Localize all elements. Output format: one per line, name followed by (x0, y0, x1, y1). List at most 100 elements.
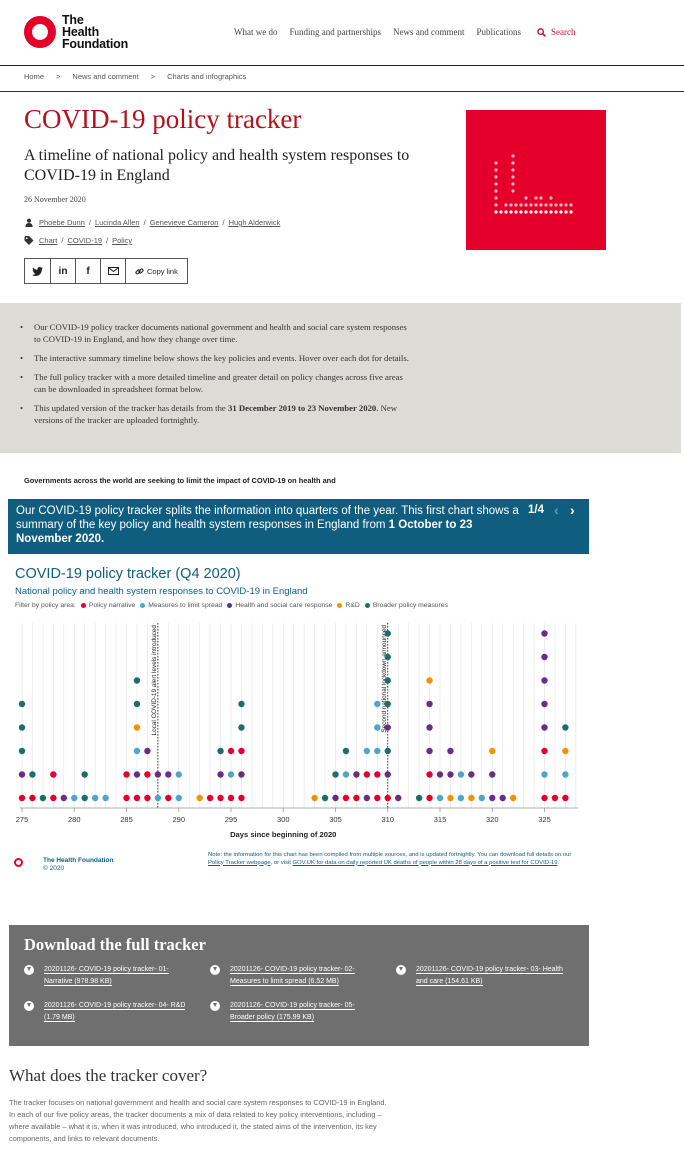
data-point[interactable] (144, 771, 151, 778)
legend-item-measures[interactable]: Measures to limit spread (140, 602, 222, 609)
data-point[interactable] (426, 700, 433, 708)
data-point[interactable] (144, 794, 151, 802)
author-link[interactable]: Lucinda Allen (94, 218, 140, 227)
data-point[interactable] (91, 794, 99, 802)
data-point[interactable] (133, 794, 141, 802)
data-point[interactable] (489, 771, 496, 778)
legend-item-rd[interactable]: R&D (337, 602, 360, 609)
data-point[interactable] (562, 724, 569, 731)
data-point[interactable] (50, 771, 57, 778)
site-logo[interactable]: The Health Foundation (24, 14, 128, 50)
data-point[interactable] (154, 794, 162, 802)
data-point[interactable] (426, 724, 433, 731)
nav-what-we-do[interactable]: What we do (234, 27, 278, 37)
data-point[interactable] (39, 794, 47, 802)
data-point[interactable] (541, 747, 548, 755)
data-point[interactable] (457, 794, 465, 802)
data-point[interactable] (227, 771, 235, 778)
data-point[interactable] (238, 771, 245, 778)
data-point[interactable] (123, 771, 130, 778)
data-point[interactable] (384, 677, 391, 684)
download-file-link[interactable]: 20201126- COVID-19 policy tracker- 01- N… (24, 964, 194, 988)
data-point[interactable] (551, 794, 559, 802)
data-point[interactable] (384, 794, 391, 802)
data-point[interactable] (29, 771, 36, 778)
data-point[interactable] (18, 747, 26, 755)
data-point[interactable] (374, 794, 381, 802)
author-link[interactable]: Genevieve Cameron (149, 218, 219, 227)
download-file-link[interactable]: 20201126- COVID-19 policy tracker- 02- M… (210, 964, 380, 988)
data-point[interactable] (238, 700, 245, 708)
breadcrumb-home[interactable]: Home (24, 72, 45, 81)
data-point[interactable] (342, 747, 350, 755)
data-point[interactable] (562, 794, 569, 802)
search-button[interactable]: Search (537, 27, 588, 37)
nav-funding[interactable]: Funding and partnerships (289, 27, 381, 37)
data-point[interactable] (415, 794, 423, 802)
data-point[interactable] (489, 747, 496, 755)
data-point[interactable] (332, 794, 339, 802)
copy-link-button[interactable]: Copy link (126, 259, 187, 283)
breadcrumb-charts[interactable]: Charts and infographics (167, 72, 247, 81)
data-point[interactable] (238, 794, 245, 802)
nav-news[interactable]: News and comment (392, 27, 465, 37)
tag-link[interactable]: Chart (39, 236, 58, 245)
data-point[interactable] (102, 794, 109, 802)
data-point[interactable] (436, 771, 444, 778)
data-point[interactable] (541, 771, 548, 778)
data-point[interactable] (29, 794, 36, 802)
data-point[interactable] (374, 747, 381, 755)
data-point[interactable] (196, 794, 203, 802)
data-point[interactable] (447, 794, 454, 802)
data-point[interactable] (395, 794, 402, 802)
data-point[interactable] (321, 794, 329, 802)
share-email-button[interactable] (101, 259, 126, 283)
data-point[interactable] (541, 677, 548, 684)
data-point[interactable] (342, 771, 350, 778)
data-point[interactable] (374, 771, 381, 778)
data-point[interactable] (133, 677, 141, 684)
data-point[interactable] (165, 794, 172, 802)
data-point[interactable] (363, 794, 371, 802)
data-point[interactable] (447, 771, 454, 778)
data-point[interactable] (342, 794, 350, 802)
data-point[interactable] (468, 771, 475, 778)
data-point[interactable] (457, 771, 465, 778)
data-point[interactable] (217, 794, 224, 802)
data-point[interactable] (133, 700, 141, 708)
data-point[interactable] (154, 771, 162, 778)
data-point[interactable] (71, 794, 78, 802)
legend-item-policy-narrative[interactable]: Policy narrative (80, 602, 135, 609)
data-point[interactable] (384, 630, 391, 637)
data-point[interactable] (541, 653, 548, 661)
tag-link[interactable]: COVID-19 (67, 236, 103, 245)
download-file-link[interactable]: 20201126- COVID-19 policy tracker- 04- R… (24, 1000, 194, 1024)
data-point[interactable] (133, 771, 141, 778)
data-point[interactable] (478, 794, 485, 802)
share-linkedin-button[interactable]: in (51, 259, 76, 283)
data-point[interactable] (447, 747, 454, 755)
author-link[interactable]: Phoebe Dunn (39, 218, 85, 227)
data-point[interactable] (206, 794, 214, 802)
data-point[interactable] (541, 724, 548, 731)
data-point[interactable] (384, 700, 391, 708)
legend-item-broader[interactable]: Broader policy measures (364, 602, 448, 609)
download-file-link[interactable]: 20201126- COVID-19 policy tracker- 05- B… (210, 1000, 380, 1024)
data-point[interactable] (81, 794, 88, 802)
data-point[interactable] (489, 794, 496, 802)
data-point[interactable] (311, 794, 318, 802)
legend-item-health-care[interactable]: Health and social care response (227, 602, 332, 609)
data-point[interactable] (18, 794, 26, 802)
data-point[interactable] (144, 747, 151, 755)
data-point[interactable] (123, 794, 130, 802)
data-point[interactable] (332, 771, 339, 778)
data-point[interactable] (426, 747, 433, 755)
policy-tracker-link[interactable]: Policy Tracker webpage (208, 859, 271, 866)
previous-slide-button[interactable]: ‹ (554, 502, 559, 518)
tag-link[interactable]: Policy (112, 236, 133, 245)
govuk-link[interactable]: GOV.UK for data on daily reported UK dea… (292, 859, 558, 866)
share-facebook-button[interactable]: f (76, 259, 101, 283)
data-point[interactable] (165, 771, 172, 778)
data-point[interactable] (426, 677, 433, 684)
data-point[interactable] (363, 747, 371, 755)
